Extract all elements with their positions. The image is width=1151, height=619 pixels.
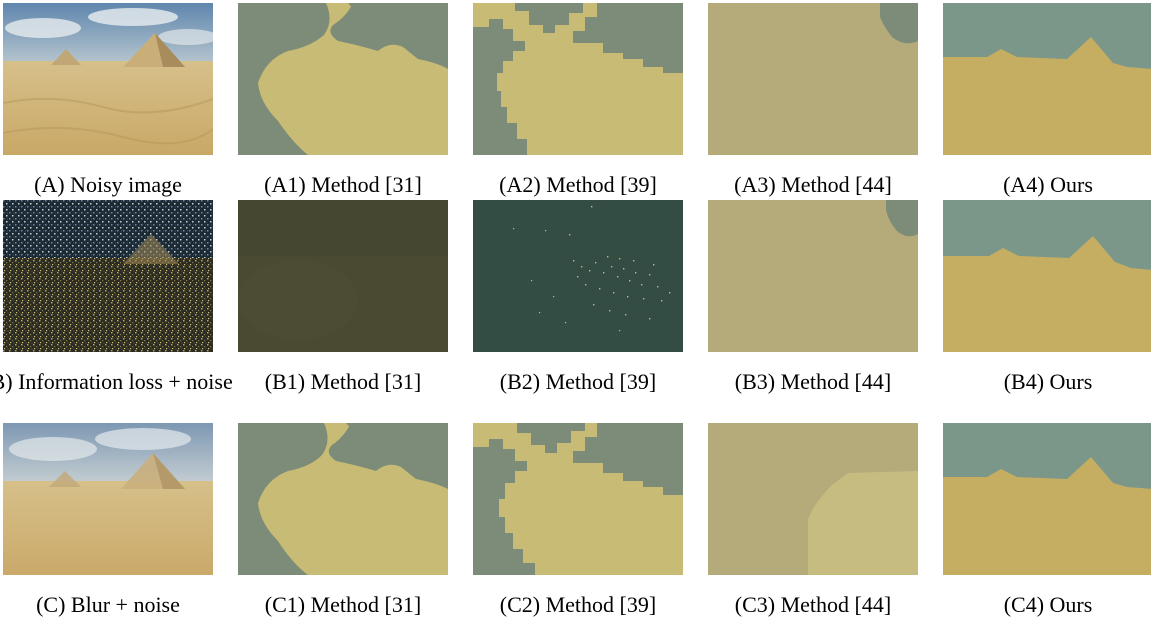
segmentation-method-44 <box>708 200 918 352</box>
info-loss-noise-image <box>3 200 213 352</box>
segmentation-method-31 <box>238 3 448 155</box>
caption: (B3) Method [44] <box>734 369 892 394</box>
caption: (C3) Method [44] <box>734 592 892 617</box>
caption: (A3) Method [44] <box>734 172 892 197</box>
segmentation-ours <box>943 200 1151 352</box>
pyramid-photo-blurred <box>3 423 213 575</box>
caption: (C4) Ours <box>1003 592 1093 617</box>
caption: (C1) Method [31] <box>264 592 422 617</box>
segmentation-method-44 <box>708 3 918 155</box>
segmentation-method-31 <box>238 200 448 352</box>
pyramid-photo-degraded <box>3 200 213 352</box>
caption: (B4) Ours <box>1003 369 1093 394</box>
segmentation-method-44 <box>708 423 918 575</box>
segmentation-ours <box>943 423 1151 575</box>
segmentation-method-39 <box>473 200 683 352</box>
caption: (A2) Method [39] <box>499 172 657 197</box>
blur-noise-image <box>3 423 213 575</box>
segmentation-method-31 <box>238 423 448 575</box>
noisy-image <box>3 3 213 155</box>
caption: (C) Blur + noise <box>36 592 180 617</box>
segmentation-ours <box>943 3 1151 155</box>
caption: (A4) Ours <box>1003 172 1093 197</box>
caption: (A) Noisy image <box>34 172 182 197</box>
caption: (A1) Method [31] <box>264 172 422 197</box>
caption: (C2) Method [39] <box>499 592 657 617</box>
caption: (B1) Method [31] <box>264 369 422 394</box>
pyramid-photo <box>3 3 213 155</box>
caption: (B2) Method [39] <box>499 369 657 394</box>
segmentation-method-39 <box>473 423 683 575</box>
segmentation-method-39 <box>473 3 683 155</box>
caption: (B) Information loss + noise <box>0 369 233 394</box>
